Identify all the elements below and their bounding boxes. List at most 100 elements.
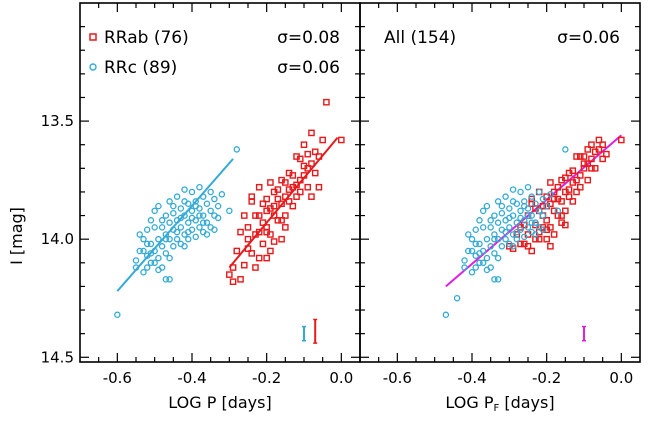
x-tick-label: -0.2 [532, 369, 561, 387]
data-point-rrc [132, 257, 140, 264]
data-point-rrab [550, 207, 558, 215]
data-point-rrc [487, 224, 494, 231]
data-point-rrc [502, 235, 509, 243]
data-point-rrab [278, 235, 285, 243]
data-point-rrc [192, 233, 199, 241]
data-point-rrc [472, 240, 479, 248]
data-point-rrc [207, 188, 214, 196]
data-point-rrab [296, 176, 304, 184]
data-point-rrab [524, 242, 532, 250]
data-point-rrab [319, 136, 326, 144]
data-point-rrab [263, 254, 270, 262]
legend-label: All (154) [384, 28, 456, 48]
data-point-rrc [199, 193, 207, 200]
data-point-rrc [468, 235, 476, 243]
data-point-rrc [214, 202, 222, 210]
data-point-rrab [240, 261, 248, 269]
data-point-rrc [170, 243, 177, 250]
data-point-rrc [476, 240, 483, 248]
data-point-rrab [323, 98, 330, 106]
data-point-rrc [158, 217, 166, 224]
data-point-rrc [494, 219, 502, 226]
data-point-rrc [151, 224, 158, 231]
data-point-rrc [453, 294, 461, 302]
data-point-rrab [599, 141, 606, 149]
data-point-rrab [282, 224, 289, 231]
data-point-rrc [517, 188, 524, 196]
data-point-rrc [517, 207, 524, 215]
data-point-rrab [233, 247, 241, 255]
x-axis-title-subscript: F [493, 403, 499, 414]
data-point-rrab [584, 160, 592, 167]
data-point-rrab [267, 179, 274, 186]
data-point-rrab [255, 254, 263, 262]
data-point-rrab [300, 172, 308, 179]
data-point-rrc [162, 235, 170, 243]
data-point-rrc [136, 231, 143, 238]
data-point-rrab [558, 198, 565, 205]
data-point-rrab [282, 193, 289, 200]
data-point-rrc [155, 266, 162, 274]
data-point-rrab [244, 224, 252, 231]
panel-right: -0.6 -0.4 -0.2 0.0 LOG PF [days] All (154) σ=0… [359, 2, 641, 414]
data-point-rrc [155, 254, 162, 262]
data-point-rrab [237, 228, 244, 236]
data-point-rrc [203, 219, 211, 226]
data-point-rrc [185, 219, 192, 226]
data-point-rrc [203, 231, 211, 238]
data-point-rrab [278, 216, 285, 224]
data-point-rrab [304, 150, 312, 158]
data-point-rrc [132, 264, 140, 271]
x-tick-label: 0.0 [329, 369, 353, 387]
data-point-rrab [595, 136, 603, 144]
data-point-rrc [181, 186, 188, 193]
data-point-rrab [285, 198, 293, 205]
data-point-rrab [282, 212, 289, 219]
data-point-rrc [188, 188, 196, 196]
data-point-rrc [483, 235, 491, 243]
data-point-rrab [543, 226, 550, 234]
data-point-rrc [207, 207, 214, 215]
data-point-rrc [539, 226, 547, 233]
data-point-rrc [487, 243, 494, 250]
data-point-rrc [524, 183, 532, 191]
data-point-rrab [576, 153, 584, 160]
data-point-rrc [461, 264, 468, 271]
data-point-rrab [263, 207, 270, 215]
data-point-rrc [543, 202, 550, 210]
data-point-rrab [296, 188, 304, 196]
data-point-rrc [521, 233, 528, 241]
data-point-rrab [573, 153, 580, 160]
data-point-rrc [506, 224, 513, 231]
data-point-rrc [177, 205, 185, 212]
data-point-rrab [296, 155, 304, 163]
data-point-rrab [315, 183, 323, 191]
data-point-rrab [255, 212, 263, 219]
data-point-rrab [528, 247, 536, 255]
data-point-rrab [308, 160, 315, 167]
data-point-rrab [565, 193, 573, 200]
data-point-rrab [278, 200, 285, 208]
data-point-rrc [524, 212, 532, 219]
data-point-rrab [558, 212, 565, 219]
x-tick-label: -0.2 [252, 369, 281, 387]
data-point-rrab [311, 148, 319, 156]
data-point-rrab [255, 228, 263, 236]
data-point-rrc [513, 235, 521, 243]
data-point-rrc [528, 212, 535, 219]
data-point-rrc [196, 224, 203, 231]
data-point-rrc [491, 250, 498, 257]
data-point-rrc [162, 212, 170, 219]
data-point-rrc [140, 268, 147, 276]
data-point-rrc [151, 207, 158, 215]
data-point-rrc [177, 214, 185, 222]
data-point-rrab [576, 183, 584, 191]
data-point-rrc [181, 243, 188, 250]
data-point-rrc [547, 191, 554, 198]
data-point-rrc [188, 214, 196, 222]
data-point-rrc [143, 226, 151, 233]
data-point-rrab [229, 278, 237, 285]
data-point-rrc [476, 250, 483, 257]
data-point-rrc [199, 219, 207, 226]
